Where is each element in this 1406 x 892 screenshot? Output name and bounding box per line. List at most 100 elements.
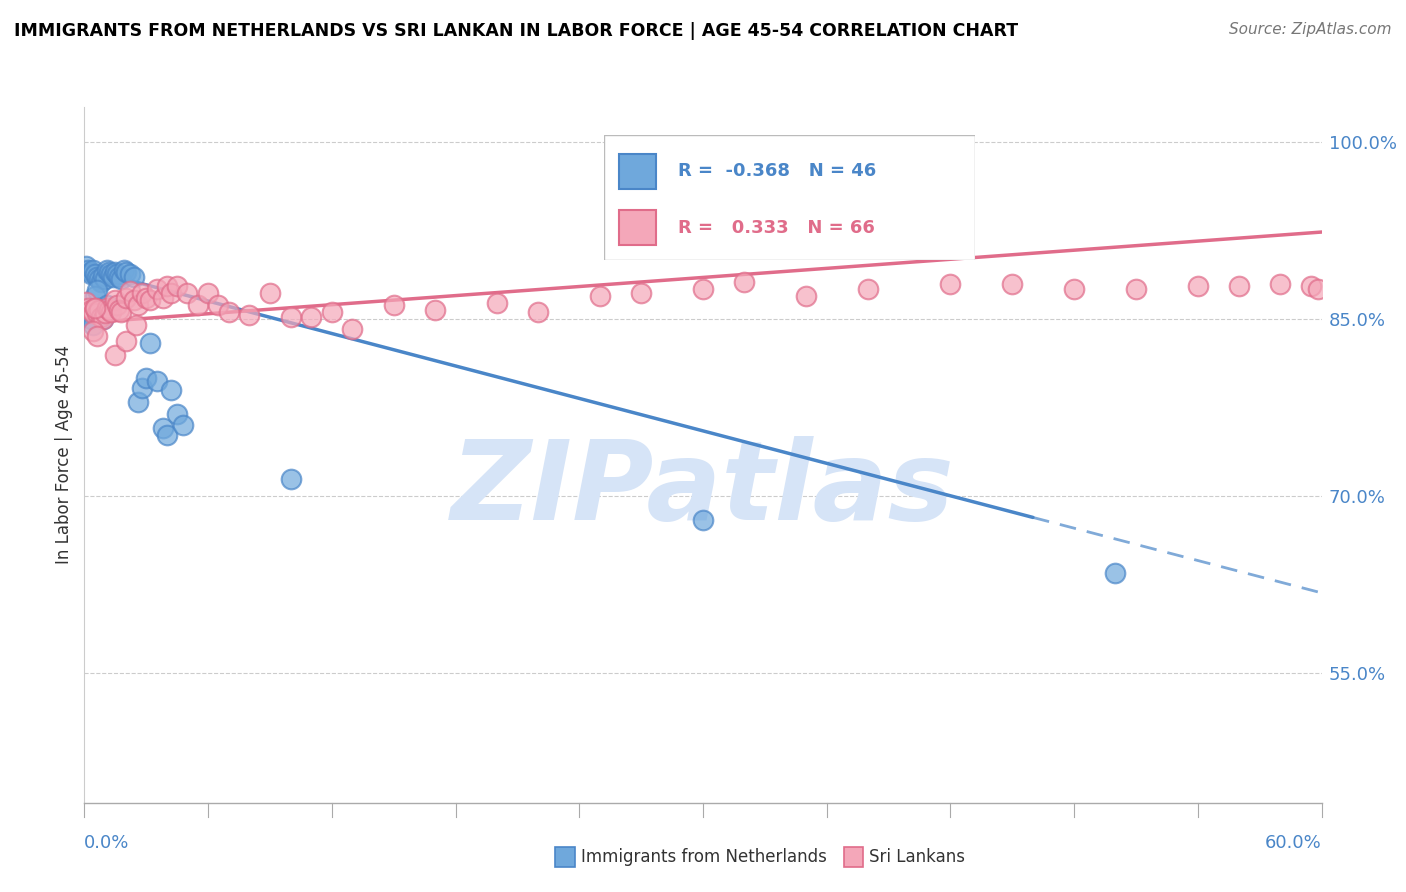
Point: [1270, 277, 1292, 291]
Point: [79, 265, 101, 279]
Point: [321, 305, 343, 319]
Point: [108, 269, 131, 284]
Point: [166, 407, 188, 421]
Point: [79, 312, 101, 326]
Point: [75, 294, 97, 309]
Point: [1001, 277, 1024, 291]
Point: [122, 269, 145, 284]
Point: [176, 286, 198, 301]
Point: [160, 383, 183, 397]
Point: [118, 284, 141, 298]
Point: [86, 283, 108, 297]
Point: [77, 306, 100, 320]
Point: [114, 334, 136, 348]
Point: [139, 293, 162, 308]
Point: [77, 301, 100, 315]
Point: [118, 268, 141, 282]
Point: [145, 374, 167, 388]
Point: [382, 298, 405, 312]
Point: [114, 291, 136, 305]
Point: [79, 268, 101, 282]
Text: Source: ZipAtlas.com: Source: ZipAtlas.com: [1229, 22, 1392, 37]
Point: [589, 289, 612, 303]
Point: [166, 279, 188, 293]
FancyBboxPatch shape: [605, 135, 976, 260]
Point: [1104, 566, 1126, 580]
Point: [1063, 282, 1085, 296]
Point: [156, 428, 179, 442]
Point: [172, 418, 194, 433]
Point: [342, 322, 364, 336]
Point: [75, 259, 97, 273]
Point: [77, 262, 100, 277]
Point: [152, 421, 174, 435]
Point: [127, 298, 149, 312]
Point: [100, 305, 122, 319]
FancyBboxPatch shape: [619, 153, 657, 189]
Point: [110, 305, 132, 319]
Point: [83, 289, 105, 303]
Point: [103, 269, 125, 284]
Point: [105, 298, 128, 312]
Point: [86, 306, 108, 320]
Point: [96, 262, 118, 277]
Point: [90, 310, 112, 324]
Point: [96, 298, 118, 312]
Point: [794, 289, 817, 303]
Point: [145, 282, 167, 296]
Point: [259, 286, 281, 301]
Text: R =  -0.368   N = 46: R = -0.368 N = 46: [678, 162, 876, 180]
Point: [114, 265, 136, 279]
Point: [96, 301, 118, 315]
Point: [139, 335, 162, 350]
Y-axis label: In Labor Force | Age 45-54: In Labor Force | Age 45-54: [55, 345, 73, 565]
Point: [94, 272, 117, 286]
Text: Immigrants from Netherlands: Immigrants from Netherlands: [581, 848, 827, 866]
Point: [856, 282, 879, 296]
Point: [82, 318, 104, 333]
Point: [135, 291, 157, 305]
Point: [98, 302, 121, 317]
Point: [86, 269, 108, 284]
Point: [207, 298, 229, 312]
Text: Sri Lankans: Sri Lankans: [869, 848, 965, 866]
Point: [527, 305, 550, 319]
Point: [156, 279, 179, 293]
Point: [110, 272, 132, 286]
Point: [104, 265, 127, 279]
Point: [83, 268, 105, 282]
Point: [131, 381, 153, 395]
Point: [218, 305, 240, 319]
Point: [423, 302, 446, 317]
Point: [1187, 279, 1209, 293]
Point: [1227, 279, 1250, 293]
Point: [630, 286, 652, 301]
Point: [94, 306, 117, 320]
Point: [280, 471, 302, 485]
Point: [104, 293, 127, 308]
Point: [105, 268, 128, 282]
Point: [83, 301, 105, 315]
Point: [91, 312, 114, 326]
Point: [98, 265, 121, 279]
Text: 0.0%: 0.0%: [84, 834, 129, 852]
Text: ZIPatlas: ZIPatlas: [451, 436, 955, 543]
Point: [100, 268, 122, 282]
Point: [1301, 279, 1323, 293]
Point: [238, 308, 260, 322]
Point: [1306, 282, 1329, 296]
Point: [108, 302, 131, 317]
Point: [135, 371, 157, 385]
Point: [122, 293, 145, 308]
Point: [79, 302, 101, 317]
Point: [1125, 282, 1147, 296]
Point: [197, 286, 219, 301]
Point: [87, 272, 110, 286]
Point: [485, 295, 508, 310]
Point: [125, 318, 148, 333]
Point: [104, 348, 127, 362]
Point: [91, 312, 114, 326]
Point: [692, 282, 714, 296]
Point: [82, 324, 104, 338]
Point: [187, 298, 209, 312]
